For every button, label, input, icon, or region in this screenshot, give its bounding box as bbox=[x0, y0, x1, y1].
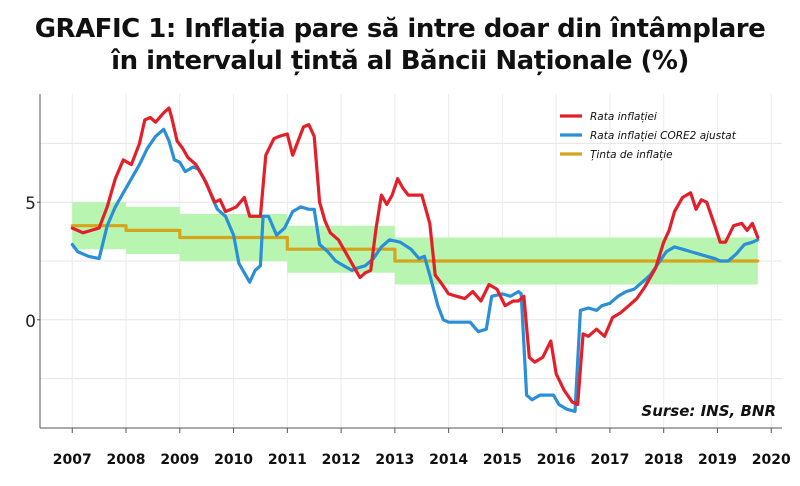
x-tick-label: 2009 bbox=[160, 452, 199, 468]
x-tick-label: 2010 bbox=[214, 452, 253, 468]
legend-label-2: Ținta de inflație bbox=[590, 149, 673, 161]
x-tick-label: 2015 bbox=[483, 452, 522, 468]
x-tick-label: 2011 bbox=[268, 452, 307, 468]
series-line-1 bbox=[70, 127, 760, 414]
x-tick-label: 2014 bbox=[429, 452, 468, 468]
legend-label-0: Rata inflației bbox=[590, 111, 657, 123]
x-tick-label: 2012 bbox=[322, 452, 361, 468]
series-line-2 bbox=[70, 224, 760, 263]
x-tick-label: 2007 bbox=[53, 452, 92, 468]
x-tick-label: 2013 bbox=[375, 452, 414, 468]
legend-label-1: Rata inflației CORE2 ajustat bbox=[590, 130, 737, 142]
y-tick-label: 5 bbox=[25, 194, 36, 214]
x-tick-label: 2017 bbox=[590, 452, 629, 468]
x-tick-label: 2019 bbox=[698, 452, 737, 468]
source-note: Surse: INS, BNR bbox=[641, 402, 776, 420]
series-line-0 bbox=[70, 106, 760, 407]
x-tick-label: 2018 bbox=[644, 452, 683, 468]
x-tick-label: 2008 bbox=[107, 452, 146, 468]
y-tick-label: 0 bbox=[25, 312, 36, 332]
x-tick-label: 2020 bbox=[752, 452, 791, 468]
chart-title-line-1: GRAFIC 1: Inflația pare să intre doar di… bbox=[34, 14, 766, 44]
x-tick-label: 2016 bbox=[537, 452, 576, 468]
chart-title-line-2: în intervalul țintă al Băncii Naționale … bbox=[111, 46, 689, 76]
